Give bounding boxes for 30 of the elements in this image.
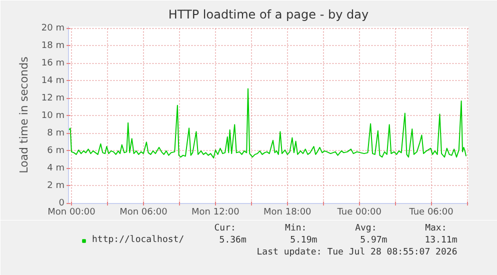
- y-tick-label: 18 m: [41, 40, 65, 51]
- x-tick-label: Tue 06:00: [408, 208, 454, 218]
- text: Cur:: [214, 224, 236, 234]
- text: 13.11m: [424, 236, 458, 246]
- chart-title: HTTP loadtime of a page - by day: [168, 8, 369, 22]
- y-tick-label: 16 m: [41, 58, 65, 68]
- text: 5.97m: [360, 236, 388, 246]
- x-tick-label: Mon 18:00: [264, 208, 312, 218]
- x-tick-label: Mon 00:00: [48, 208, 96, 218]
- y-tick-label: 12 m: [41, 93, 65, 104]
- text: Max:: [425, 224, 447, 234]
- y-tick-label: 14 m: [41, 76, 65, 86]
- text: Last update: Tue Jul 28 08:55:07 2026: [256, 248, 458, 258]
- text: 5.36m: [219, 236, 246, 246]
- y-tick-label: 10 m: [41, 110, 65, 121]
- y-tick-label: 4 m: [47, 163, 65, 174]
- text: Avg:: [355, 224, 377, 234]
- y-tick-label: 6 m: [47, 146, 65, 156]
- y-tick-label: 0: [58, 198, 65, 208]
- line-series: [68, 88, 467, 158]
- y-tick-label: 8 m: [47, 128, 65, 138]
- legend-label: http://localhost/: [92, 235, 184, 245]
- y-tick-label: 2 m: [47, 180, 65, 191]
- x-tick-label: Tue 00:00: [336, 208, 382, 218]
- x-tick-label: Mon 06:00: [120, 208, 168, 218]
- y-axis-title: Load time in seconds: [17, 56, 30, 174]
- text: Min:: [285, 224, 307, 234]
- x-tick-label: Mon 12:00: [192, 208, 240, 218]
- text: 5.19m: [290, 236, 318, 246]
- y-tick-label: 20 m: [41, 23, 65, 34]
